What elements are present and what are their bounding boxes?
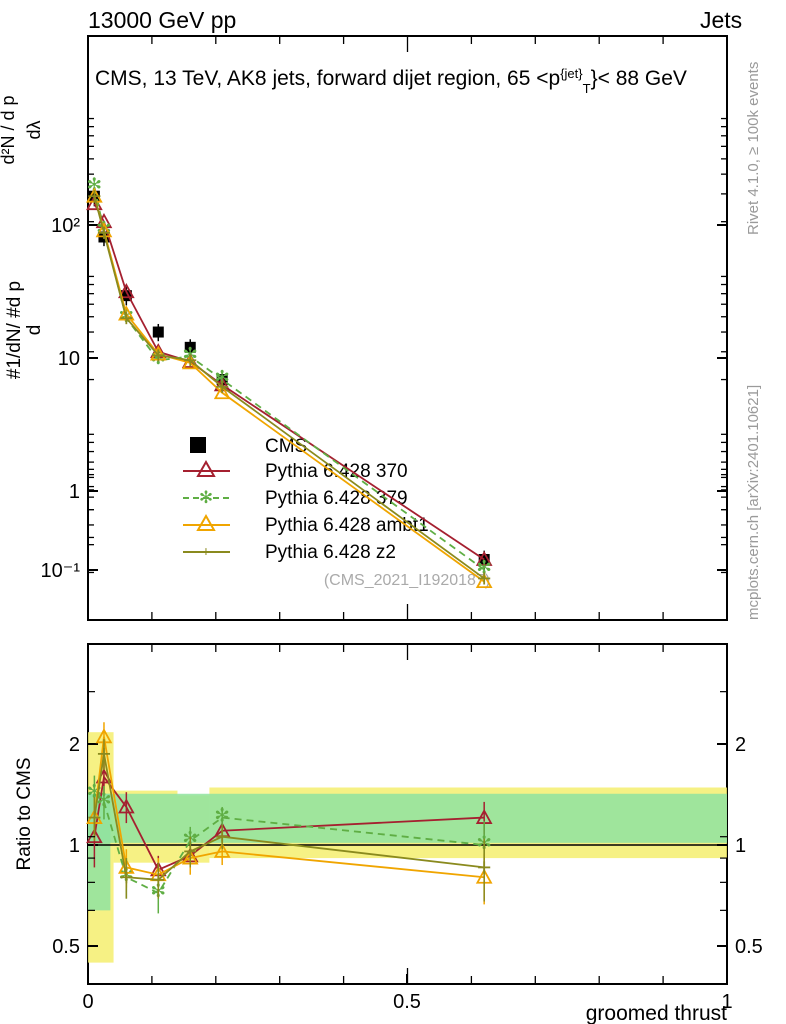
full-chart-svg: 13000 GeV pp Jets #1/dN/ #d p d d²N / d … [0, 0, 786, 1024]
legend-label-ambt1: Pythia 6.428 ambt1 [265, 515, 429, 536]
svg-text:1: 1 [69, 835, 80, 857]
svg-text:0.5: 0.5 [735, 936, 763, 958]
svg-text:d: d [24, 325, 45, 336]
main-y-axis-title: #1/dN/ #d p d [4, 281, 45, 379]
svg-text:0.5: 0.5 [393, 991, 421, 1013]
data-marker[interactable] [153, 327, 164, 338]
svg-text:0.5: 0.5 [52, 936, 80, 958]
svg-text:10²: 10² [51, 215, 80, 237]
plot-annotation-main: CMS, 13 TeV, AK8 jets, forward dijet reg… [95, 66, 687, 96]
legend-marker-z2: + [202, 543, 210, 559]
chart-root: 13000 GeV pp Jets #1/dN/ #d p d d²N / d … [0, 0, 786, 1024]
main-y-ticks[interactable]: 10² 10 1 10⁻¹ [41, 119, 727, 582]
svg-text:1: 1 [69, 481, 80, 503]
legend-marker-cms [190, 437, 206, 453]
svg-text:10⁻¹: 10⁻¹ [41, 560, 81, 582]
svg-text:0: 0 [82, 991, 93, 1013]
main-y-axis-fraction-label: d²N / d p dλ [0, 95, 44, 164]
reference-text: (CMS_2021_I1920187) [324, 572, 490, 589]
svg-text:1: 1 [735, 835, 746, 857]
svg-text:2: 2 [735, 734, 746, 756]
legend-marker-p370 [198, 462, 214, 476]
legend-marker-ambt1 [198, 516, 214, 530]
legend-marker-p379: ✻ [199, 488, 213, 507]
series-line-p379[interactable] [94, 187, 484, 569]
legend-label-z2: Pythia 6.428 z2 [265, 542, 396, 563]
top-right-label: Jets [700, 7, 742, 33]
svg-text:10: 10 [58, 348, 80, 370]
ratio-y-axis-label: Ratio to CMS [14, 758, 35, 871]
chart-legend: CMS Pythia 6.428 370 ✻ Pythia 6.428 379 … [183, 436, 429, 563]
svg-text:dλ: dλ [24, 120, 44, 139]
svg-text:d²N / d p: d²N / d p [0, 95, 18, 164]
svg-text:2: 2 [69, 734, 80, 756]
svg-text:#1/dN/ #d p: #1/dN/ #d p [4, 281, 25, 379]
legend-label-p370: Pythia 6.428 370 [265, 461, 408, 482]
ratio-x-axis-label: groomed thrust [586, 1002, 727, 1024]
mcplots-label: mcplots.cern.ch [arXiv:2401.10621] [745, 385, 762, 620]
rivet-label: Rivet 4.1.0, ≥ 100k events [745, 62, 762, 235]
data-marker[interactable]: ✻ [214, 804, 230, 825]
top-left-label: 13000 GeV pp [88, 7, 236, 33]
